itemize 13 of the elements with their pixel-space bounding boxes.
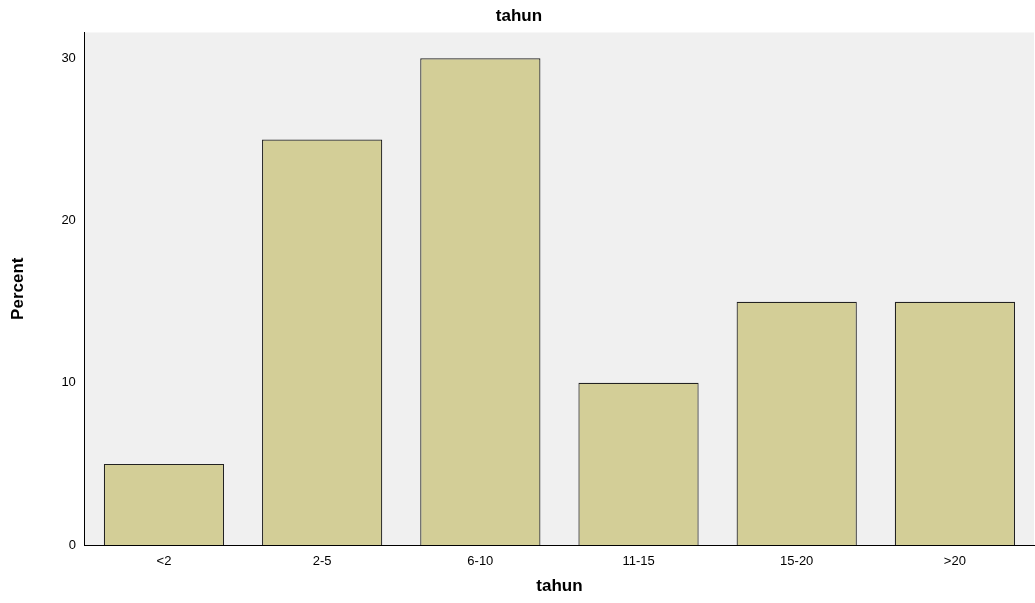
x-tick-label: 15-20 [780, 553, 814, 569]
y-tick-label: 30 [61, 49, 76, 65]
x-tick-label: 2-5 [312, 553, 332, 569]
y-tick-label: 20 [61, 212, 76, 228]
x-tick-label: 6-10 [467, 553, 494, 569]
x-axis-title: tahun [536, 576, 583, 596]
x-tick-label: <2 [156, 553, 172, 569]
y-tick-label: 0 [68, 536, 76, 552]
x-tick-label: >20 [943, 553, 966, 569]
y-axis-title: Percent [7, 257, 27, 320]
x-tick-label: 11-15 [622, 553, 655, 569]
chart-title: tahun [495, 5, 543, 25]
y-tick-label: 10 [61, 374, 76, 390]
